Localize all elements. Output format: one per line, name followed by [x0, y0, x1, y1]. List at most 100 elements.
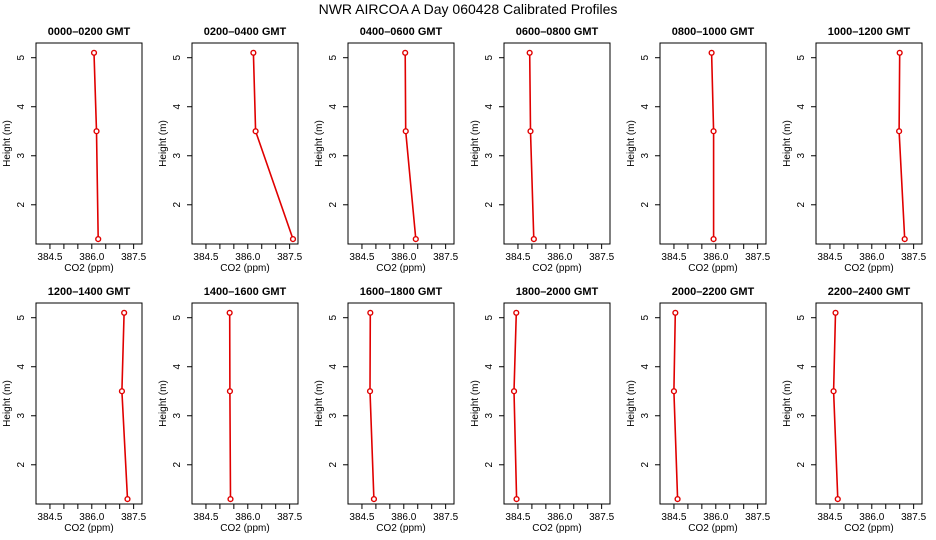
profile-panel: 1200–1400 GMT 384.5 386.0 387.5 CO2 (ppm) 2 3 4…	[2, 286, 147, 534]
profile-line	[93, 52, 99, 240]
data-point	[832, 309, 839, 316]
x-axis-label: CO2 (ppm)	[688, 263, 737, 274]
x-tick-label: 386.0	[547, 252, 572, 263]
y-tick-label: 3	[16, 413, 27, 419]
data-point	[95, 235, 102, 243]
plot-frame	[35, 42, 143, 245]
data-point	[670, 388, 678, 395]
y-tick-label: 5	[172, 314, 183, 320]
x-axis-label: CO2 (ppm)	[688, 523, 737, 534]
x-tick-label: 386.0	[79, 512, 104, 523]
x-tick-label: 386.0	[703, 512, 728, 523]
data-point	[289, 235, 297, 243]
y-tick-label: 2	[796, 202, 807, 208]
y-tick-label: 4	[328, 364, 339, 370]
plot-frame	[815, 42, 923, 245]
y-tick-label: 5	[328, 314, 339, 320]
data-point	[226, 309, 233, 316]
data-point	[367, 309, 374, 316]
x-tick-label: 386.0	[235, 252, 260, 263]
x-tick-label: 386.0	[547, 512, 572, 523]
x-tick-label: 387.5	[901, 252, 926, 263]
x-tick-label: 387.5	[277, 512, 302, 523]
profile-panel: 0000–0200 GMT 384.5 386.0 387.5 CO2 (ppm) 2 3 4…	[2, 26, 147, 274]
profile-line	[673, 312, 679, 500]
x-tick-label: 384.5	[817, 512, 842, 523]
y-tick-label: 3	[328, 153, 339, 159]
profile-line	[121, 312, 129, 500]
profile-line	[898, 52, 906, 240]
x-tick-label: 384.5	[505, 512, 530, 523]
panel-title: 1400–1600 GMT	[204, 286, 287, 298]
x-tick-label: 386.0	[859, 252, 884, 263]
x-axis-label: CO2 (ppm)	[844, 263, 893, 274]
profile-panel: 1800–2000 GMT 384.5 386.0 387.5 CO2 (ppm) 2 3 4…	[470, 286, 615, 534]
panel-title: 0600–0800 GMT	[516, 26, 599, 38]
plot-frame	[347, 42, 455, 245]
data-point	[710, 128, 717, 135]
y-tick-label: 5	[484, 54, 495, 60]
plot-frame	[503, 302, 611, 505]
data-point	[526, 49, 533, 56]
x-axis-label: CO2 (ppm)	[220, 263, 269, 274]
y-axis-label: Height (m)	[626, 380, 637, 427]
panel-title: 2000–2200 GMT	[672, 286, 755, 298]
y-tick-label: 2	[328, 202, 339, 208]
y-tick-label: 3	[172, 153, 183, 159]
data-point	[510, 388, 518, 395]
y-tick-label: 4	[16, 104, 27, 110]
y-tick-label: 4	[16, 364, 27, 370]
y-tick-label: 4	[640, 364, 651, 370]
x-tick-label: 386.0	[703, 252, 728, 263]
y-tick-label: 5	[640, 54, 651, 60]
profile-panel: 0800–1000 GMT 384.5 386.0 387.5 CO2 (ppm) 2 3 4…	[626, 26, 771, 274]
x-tick-label: 384.5	[661, 512, 686, 523]
y-tick-label: 2	[484, 202, 495, 208]
y-axis-label: Height (m)	[158, 120, 169, 167]
x-axis-label: CO2 (ppm)	[376, 263, 425, 274]
y-tick-label: 5	[172, 54, 183, 60]
x-axis-label: CO2 (ppm)	[376, 523, 425, 534]
x-axis-label: CO2 (ppm)	[532, 523, 581, 534]
x-tick-label: 387.5	[121, 512, 146, 523]
x-tick-label: 386.0	[391, 512, 416, 523]
profile-line	[710, 52, 715, 240]
panel-title: 1800–2000 GMT	[516, 286, 599, 298]
y-tick-label: 4	[328, 104, 339, 110]
panel-title: 0000–0200 GMT	[48, 26, 131, 38]
y-tick-label: 4	[484, 104, 495, 110]
x-tick-label: 387.5	[433, 252, 458, 263]
x-tick-label: 386.0	[391, 252, 416, 263]
profile-panel: 0200–0400 GMT 384.5 386.0 387.5 CO2 (ppm) 2 3 4…	[158, 26, 303, 274]
data-point	[527, 128, 534, 135]
plot-frame	[191, 42, 299, 245]
y-tick-label: 2	[640, 462, 651, 468]
data-point	[226, 388, 234, 395]
data-point	[513, 309, 520, 316]
x-tick-label: 387.5	[745, 252, 770, 263]
y-tick-label: 4	[172, 104, 183, 110]
y-tick-label: 4	[640, 104, 651, 110]
data-point	[901, 235, 908, 243]
data-point	[366, 388, 374, 395]
profile-panel: 0600–0800 GMT 384.5 386.0 387.5 CO2 (ppm) 2 3 4…	[470, 26, 615, 274]
y-axis-label: Height (m)	[782, 380, 793, 427]
y-tick-label: 3	[172, 413, 183, 419]
data-point	[90, 49, 98, 56]
y-axis-label: Height (m)	[2, 120, 13, 167]
x-axis-label: CO2 (ppm)	[64, 263, 113, 274]
profile-panel: 1400–1600 GMT 384.5 386.0 387.5 CO2 (ppm) 2 3 4…	[158, 286, 303, 534]
data-point	[530, 235, 537, 243]
data-point	[834, 495, 841, 503]
x-tick-label: 384.5	[661, 252, 686, 263]
profile-line	[252, 52, 294, 240]
panel-title: 0400–0600 GMT	[360, 26, 443, 38]
panel-title: 1000–1200 GMT	[828, 26, 911, 38]
x-axis-label: CO2 (ppm)	[220, 523, 269, 534]
data-point	[896, 49, 903, 56]
data-point	[402, 128, 409, 135]
x-tick-label: 384.5	[349, 512, 374, 523]
x-tick-label: 387.5	[121, 252, 146, 263]
y-tick-label: 2	[796, 462, 807, 468]
profile-panel: 2000–2200 GMT 384.5 386.0 387.5 CO2 (ppm) 2 3 4…	[626, 286, 771, 534]
